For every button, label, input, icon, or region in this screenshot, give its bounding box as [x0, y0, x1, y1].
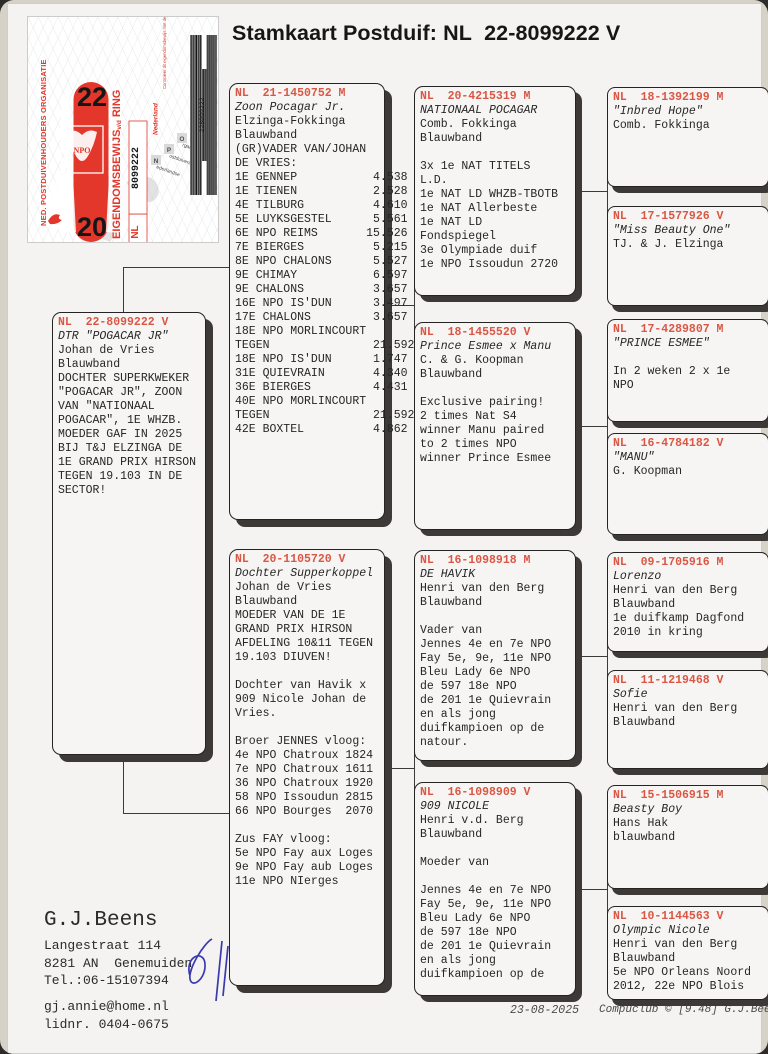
svg-text:22: 22	[77, 82, 107, 112]
svg-text:NED. POSTDUIVENHOUDERS ORGANIS: NED. POSTDUIVENHOUDERS ORGANISATIE	[39, 59, 48, 226]
svg-text:EIGENDOMSBEWIJSv/d RING: EIGENDOMSBEWIJSv/d RING	[111, 90, 123, 239]
svg-text:NL: NL	[130, 225, 141, 238]
svg-text:Nederland: Nederland	[153, 102, 160, 135]
svg-text:228099222: 228099222	[199, 97, 206, 132]
svg-text:20: 20	[77, 212, 107, 242]
svg-text:8099222: 8099222	[131, 147, 142, 189]
svg-text:NPO: NPO	[74, 146, 91, 155]
svg-text:Controleer dit eigendomsbewijs: Controleer dit eigendomsbewijs met de ri…	[162, 17, 167, 89]
